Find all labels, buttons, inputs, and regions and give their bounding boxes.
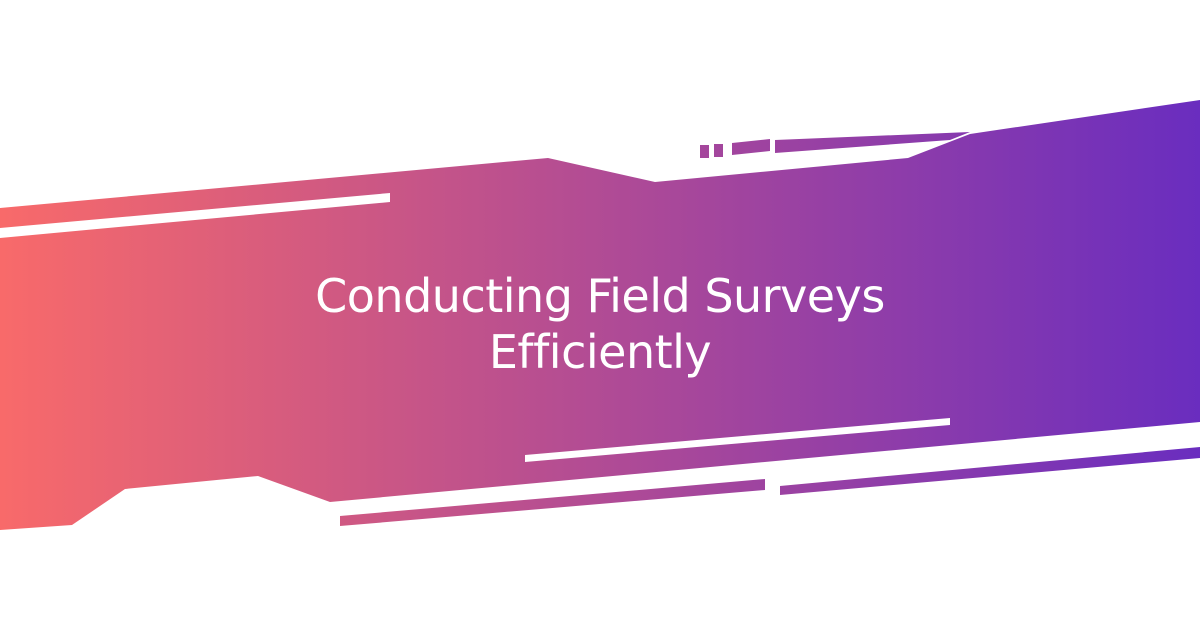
top-dash-1 [700,145,709,158]
white-stripe-right [525,418,950,462]
bottom-strip-right [780,447,1200,495]
page-title: Conducting Field Surveys Efficiently [0,268,1200,380]
title-line-1: Conducting Field Surveys [315,269,885,323]
bottom-strip-left [340,479,765,526]
white-stripe-left [0,193,390,238]
top-dash-3 [732,139,770,155]
top-strip [775,132,970,153]
top-dash-2 [714,144,723,157]
title-line-2: Efficiently [488,325,712,379]
